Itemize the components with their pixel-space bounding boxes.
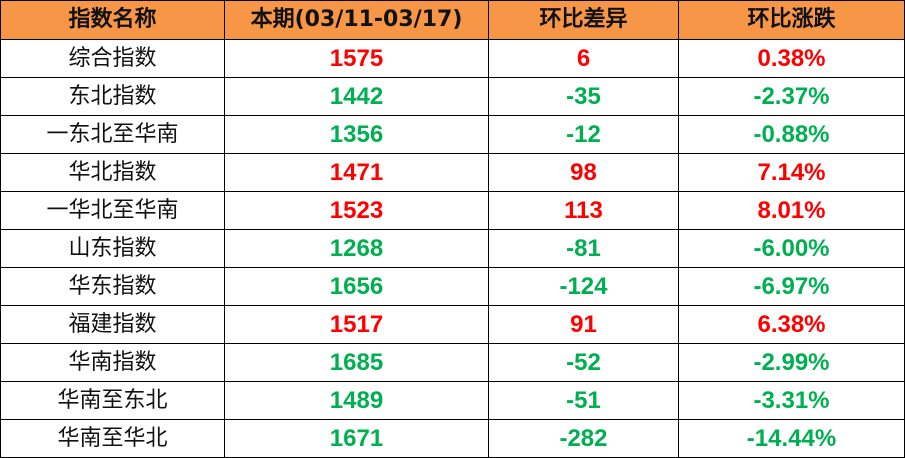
current-value-cell: 1268 [224,229,489,268]
pct-change-cell: -3.31% [678,381,905,420]
index-name-cell: 华南至东北 [0,381,225,420]
current-value-cell: 1523 [224,191,489,230]
diff-cell: -81 [488,229,679,268]
current-value-cell: 1656 [224,267,489,306]
table-row: 一东北至华南 1356 -12 -0.88% [0,115,905,154]
table-row: 华南指数 1685 -52 -2.99% [0,343,905,382]
header-row: 指数名称 本期(03/11-03/17) 环比差异 环比涨跌 [0,0,905,40]
table-row: 华南至东北 1489 -51 -3.31% [0,381,905,420]
header-pct-change: 环比涨跌 [678,0,905,40]
pct-change-cell: -14.44% [678,419,905,458]
index-name-cell: 一华北至华南 [0,191,225,230]
pct-change-cell: 7.14% [678,153,905,192]
diff-cell: -124 [488,267,679,306]
header-diff: 环比差异 [488,0,679,40]
diff-cell: 113 [488,191,679,230]
table-row: 山东指数 1268 -81 -6.00% [0,229,905,268]
index-name-cell: 华南指数 [0,343,225,382]
pct-change-cell: -6.97% [678,267,905,306]
table-row: 东北指数 1442 -35 -2.37% [0,77,905,116]
index-name-cell: 福建指数 [0,305,225,344]
diff-cell: -12 [488,115,679,154]
header-index-name: 指数名称 [0,0,225,40]
diff-cell: 98 [488,153,679,192]
table-row: 综合指数 1575 6 0.38% [0,39,905,78]
current-value-cell: 1517 [224,305,489,344]
pct-change-cell: -2.99% [678,343,905,382]
index-name-cell: 东北指数 [0,77,225,116]
pct-change-cell: 8.01% [678,191,905,230]
current-value-cell: 1471 [224,153,489,192]
diff-cell: 91 [488,305,679,344]
current-value-cell: 1685 [224,343,489,382]
current-value-cell: 1356 [224,115,489,154]
table-row: 福建指数 1517 91 6.38% [0,305,905,344]
diff-cell: 6 [488,39,679,78]
table-row: 华北指数 1471 98 7.14% [0,153,905,192]
diff-cell: -51 [488,381,679,420]
current-value-cell: 1442 [224,77,489,116]
table-row: 一华北至华南 1523 113 8.01% [0,191,905,230]
pct-change-cell: 0.38% [678,39,905,78]
current-value-cell: 1575 [224,39,489,78]
current-value-cell: 1489 [224,381,489,420]
pct-change-cell: -2.37% [678,77,905,116]
index-name-cell: 综合指数 [0,39,225,78]
index-name-cell: 华南至华北 [0,419,225,458]
index-name-cell: 一东北至华南 [0,115,225,154]
diff-cell: -282 [488,419,679,458]
index-name-cell: 山东指数 [0,229,225,268]
pct-change-cell: 6.38% [678,305,905,344]
current-value-cell: 1671 [224,419,489,458]
index-name-cell: 华北指数 [0,153,225,192]
diff-cell: -52 [488,343,679,382]
table-row: 华南至华北 1671 -282 -14.44% [0,419,905,458]
diff-cell: -35 [488,77,679,116]
header-current-period: 本期(03/11-03/17) [224,0,489,40]
pct-change-cell: -6.00% [678,229,905,268]
pct-change-cell: -0.88% [678,115,905,154]
index-name-cell: 华东指数 [0,267,225,306]
table-row: 华东指数 1656 -124 -6.97% [0,267,905,306]
